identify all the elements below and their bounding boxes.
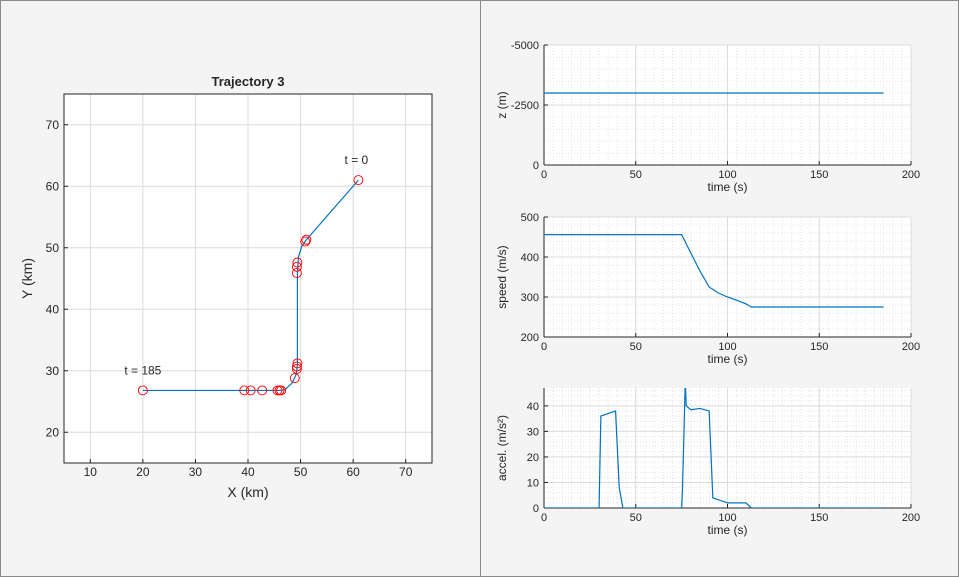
marker-point [272,385,283,396]
marker-point [300,236,311,247]
x-tick-label: 0 [541,512,547,524]
x-tick-label: 40 [241,465,255,479]
y-tick-label: 10 [527,477,539,489]
marker-point [274,385,285,396]
series-line [544,234,884,308]
axes-2 [543,216,912,338]
y-tick-label: 40 [527,401,539,413]
x-tick-label: 0 [541,169,547,181]
y-tick-label: 0 [533,160,539,172]
y-tick-label: 300 [521,292,539,304]
x-tick-label: 150 [810,169,828,181]
x-tick-label: 30 [189,465,203,479]
x-axis-label: time (s) [708,352,748,366]
y-axis-label: z (m) [495,91,509,118]
x-tick-label: 100 [718,341,736,353]
x-tick-label: 200 [902,512,920,524]
x-tick-label: 70 [399,465,413,479]
y-axis-label: speed (m/s) [495,245,509,308]
marker-point [239,385,250,396]
annotation: t = 0 [345,153,369,167]
y-tick-label: 20 [46,425,60,439]
marker-point [291,361,302,372]
x-tick-label: 50 [630,341,642,353]
axes-3 [543,388,912,509]
y-tick-label: 0 [533,503,539,515]
y-tick-label: 30 [46,364,60,378]
y-tick-label: 500 [521,212,539,224]
y-axis-label: Y (km) [19,258,35,299]
y-tick-label: 50 [46,241,60,255]
x-tick-label: 50 [630,169,642,181]
y-tick-label: 40 [46,302,60,316]
x-tick-label: 50 [630,512,642,524]
marker-point [245,385,256,396]
axes-1 [543,44,912,166]
axes-box [63,93,433,464]
marker-point [137,385,148,396]
x-tick-label: 200 [902,169,920,181]
annotation: t = 185 [124,363,161,377]
axes-0 [63,93,433,464]
x-axis-label: X (km) [227,484,268,500]
x-axis-label: time (s) [708,180,748,194]
marker-point [291,261,302,272]
x-tick-label: 60 [346,465,360,479]
series-line [544,388,884,508]
marker-point [353,175,364,186]
x-tick-label: 200 [902,341,920,353]
marker-point [292,257,303,268]
x-tick-label: 100 [718,169,736,181]
marker-point [291,363,302,374]
y-tick-label: 20 [527,452,539,464]
marker-point [291,268,302,278]
y-axis-label: accel. (m/s²) [495,415,509,481]
y-tick-label: 70 [46,118,60,132]
chart-title: Trajectory 3 [212,74,285,89]
x-tick-label: 0 [541,341,547,353]
y-tick-label: -2500 [511,100,539,112]
x-tick-label: 10 [84,465,98,479]
y-tick-label: 30 [527,426,539,438]
y-tick-label: 60 [46,179,60,193]
x-tick-label: 50 [294,465,308,479]
x-tick-label: 150 [810,341,828,353]
marker-point [292,358,303,369]
x-tick-label: 100 [718,512,736,524]
marker-point [301,234,312,245]
y-tick-label: -5000 [511,40,539,52]
x-tick-label: 150 [810,512,828,524]
y-tick-label: 400 [521,252,539,264]
y-tick-label: 200 [521,332,539,344]
marker-point [289,373,300,384]
x-tick-label: 20 [136,465,150,479]
marker-point [257,385,268,396]
x-axis-label: time (s) [708,523,748,537]
